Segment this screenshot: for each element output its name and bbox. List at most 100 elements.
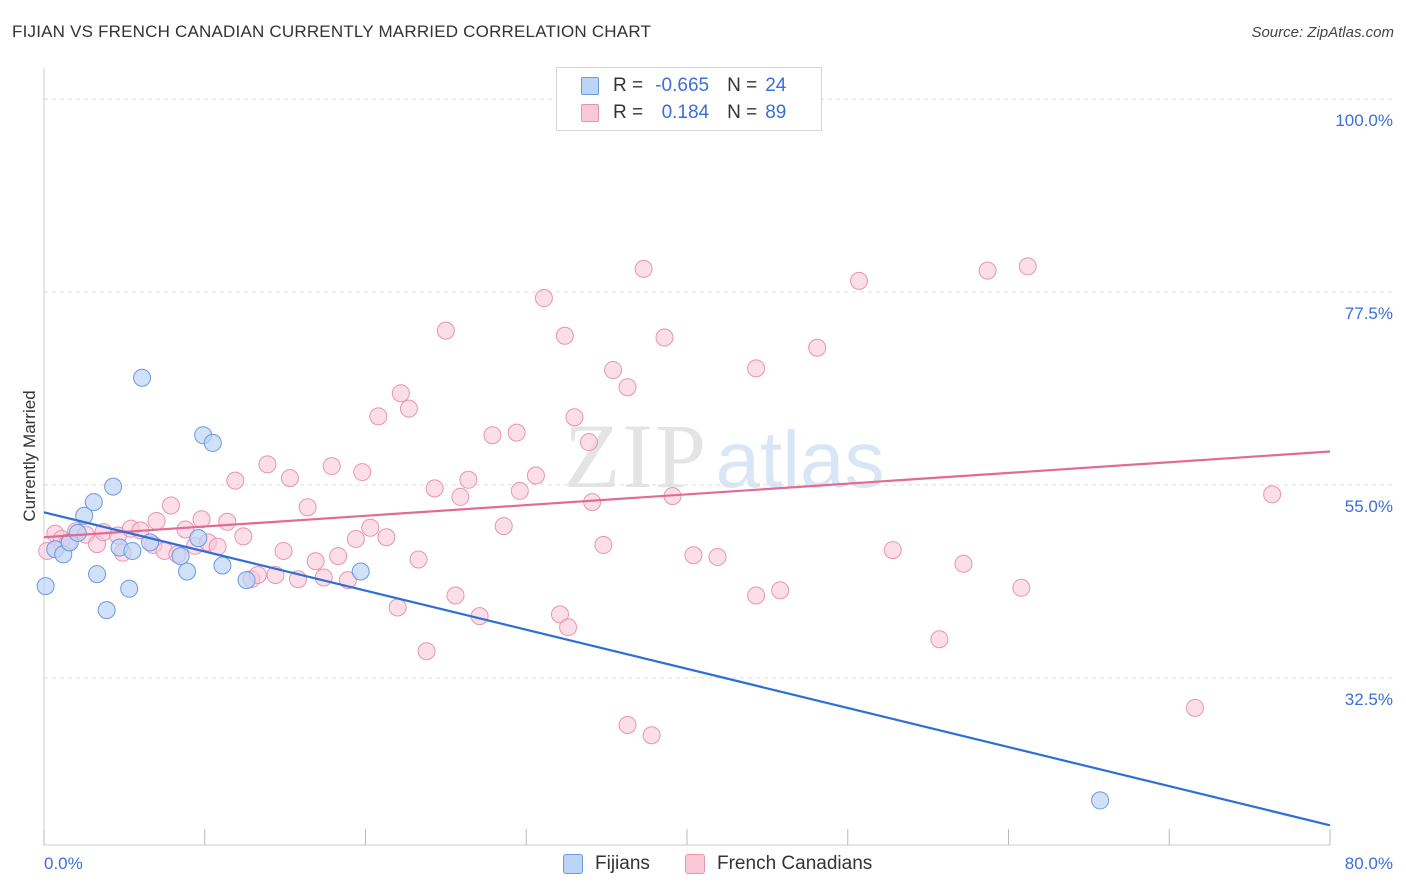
fijians-point [203, 433, 222, 452]
fijians-point [351, 562, 370, 581]
french-canadians-point [369, 407, 388, 426]
fijians-point [68, 523, 87, 542]
french-canadians-point [747, 586, 766, 605]
fijians-point [189, 529, 208, 548]
french-canadians-trendline [43, 450, 1331, 539]
french-canadians-point [618, 715, 637, 734]
fijians-point [120, 579, 139, 598]
fijians-point [84, 493, 103, 512]
bottom-legend-fijians-label: Fijians [595, 853, 650, 874]
french-canadians-point [161, 496, 180, 515]
y-tick-label: 55.0% [1345, 497, 1393, 516]
french-canadians-point [771, 581, 790, 600]
french-canadians-point [930, 630, 949, 649]
french-canadians-point [483, 426, 502, 445]
french-canadians-point [559, 618, 578, 637]
french-canadians-point [399, 399, 418, 418]
source-label: Source: ZipAtlas.com [1251, 24, 1394, 41]
french-canadians-point [655, 328, 674, 347]
bottom-legend-french-label: French Canadians [717, 853, 873, 874]
french-canadians-point [534, 289, 553, 308]
french-canadians-point [274, 541, 293, 560]
french-canadians-point [604, 361, 623, 380]
french-canadians-point [451, 487, 470, 506]
fijians-point [237, 571, 256, 590]
trendlines [43, 450, 1331, 827]
french-canadians-point [298, 498, 317, 517]
french-canadians-point [526, 466, 545, 485]
french-canadians-point [280, 469, 299, 488]
french-canadians-point [147, 511, 166, 530]
fijians-swatch-icon [581, 77, 599, 95]
fijians-point [36, 577, 55, 596]
legend-n-value-fijians: 24 [765, 75, 787, 96]
french-canadians-point [642, 726, 661, 745]
x-tick-label-max: 80.0% [1345, 854, 1393, 873]
french-canadians-point [353, 463, 372, 482]
legend-row-french: R = 0.184 N = 89 [581, 100, 786, 126]
french-canadians-point [322, 457, 341, 476]
french-canadians-point [1012, 578, 1031, 597]
french-canadians-point [954, 554, 973, 573]
french-canadians-point [446, 586, 465, 605]
french-canadians-point [1185, 698, 1204, 717]
french-canadians-point [218, 512, 237, 531]
fijians-point [178, 562, 197, 581]
legend-r-value-french: 0.184 [661, 102, 710, 123]
french-canadians-point [579, 433, 598, 452]
french-canadians-point [565, 408, 584, 427]
french-canadians-point [510, 481, 529, 500]
fijians-trendline [43, 511, 1331, 827]
fijians-point [97, 601, 116, 620]
french-canadians-point [883, 541, 902, 560]
correlation-legend: R = -0.665 N = 24 R = 0.184 N = 89 [556, 67, 822, 131]
french-canadians-point [634, 259, 653, 278]
gridlines [44, 98, 1393, 679]
french-canadians-point [425, 479, 444, 498]
french-canadians-point [978, 261, 997, 280]
bottom-legend-fijians: Fijians [563, 852, 650, 876]
french-canadians-point [850, 271, 869, 290]
french-canadians-point [361, 518, 380, 537]
french-canadians-point [258, 455, 277, 474]
french-canadians-point [459, 470, 478, 489]
fijians-points [36, 368, 1110, 810]
legend-row-fijians: R = -0.665 N = 24 [581, 73, 786, 99]
french-canadians-point [388, 598, 407, 617]
legend-n-label: N = [727, 75, 758, 96]
y-tick-label: 32.5% [1345, 690, 1393, 709]
french-swatch-icon [581, 104, 599, 122]
french-canadians-point [234, 527, 253, 546]
french-canadians-point [747, 359, 766, 378]
french-canadians-point [1018, 257, 1037, 276]
legend-n-value-french: 89 [765, 102, 787, 123]
french-canadians-point [808, 338, 827, 357]
watermark-atlas: atlas [716, 415, 885, 504]
y-tick-label: 100.0% [1335, 111, 1393, 130]
french-canadians-point [346, 529, 365, 548]
x-tick-label-min: 0.0% [44, 854, 83, 873]
french-canadians-point [314, 568, 333, 587]
y-tick-label: 77.5% [1345, 304, 1393, 323]
legend-r-label: R = [613, 102, 644, 123]
fijians-legend-icon [563, 854, 583, 874]
fijians-point [133, 368, 152, 387]
french-canadians-point [551, 605, 570, 624]
x-ticks [43, 829, 1331, 845]
legend-n-label: N = [727, 102, 758, 123]
french-canadians-point [409, 550, 428, 569]
french-canadians-point [507, 423, 526, 442]
french-canadians-point [436, 321, 455, 340]
french-canadians-point [684, 546, 703, 565]
legend-r-value-fijians: -0.665 [655, 75, 710, 96]
french-canadians-point [377, 528, 396, 547]
bottom-legend-french: French Canadians [685, 852, 872, 876]
french-canadians-point [306, 552, 325, 571]
french-canadians-point [192, 510, 211, 529]
french-canadians-point [494, 517, 513, 536]
french-canadians-point [708, 547, 727, 566]
french-canadians-point [417, 642, 436, 661]
fijians-point [123, 541, 142, 560]
french-canadians-point [391, 384, 410, 403]
